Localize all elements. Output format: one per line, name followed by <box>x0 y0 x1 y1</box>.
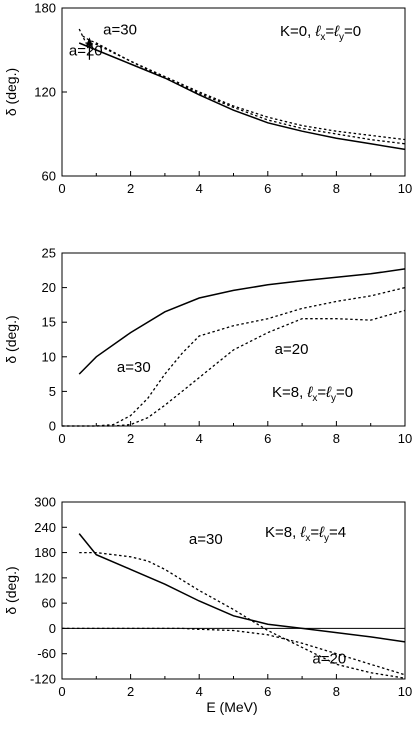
annotation-eq: = <box>310 524 319 541</box>
y-tick-label: 5 <box>49 384 56 399</box>
y-tick-label: 0 <box>49 419 56 434</box>
annotation-eq: = <box>325 23 334 40</box>
curve-label: a=20 <box>312 650 346 667</box>
y-tick-label: 120 <box>34 85 56 100</box>
y-tick-label: 0 <box>49 621 56 636</box>
annotation-label: K=8, <box>265 524 300 541</box>
panel-annotation: K=8, ℓx=ℓy=0 <box>272 384 353 404</box>
panel-k8-lx4-ly4: 0 2 4 6 8 10 -120 -60 0 60 120 180 240 300 δ (deg.) a=3… <box>3 495 412 700</box>
x-tick-label: 2 <box>127 431 134 446</box>
panel-annotation: K=8, ℓx=ℓy=4 <box>265 524 346 544</box>
series-line-0 <box>78 42 406 151</box>
x-tick-label: 0 <box>58 181 65 196</box>
x-tick-label: 4 <box>196 431 203 446</box>
annotation-ly: ℓ <box>318 524 325 541</box>
annotation-ly: ℓ <box>333 23 340 40</box>
y-tick-label: 60 <box>42 169 56 184</box>
x-tick-label: 10 <box>398 684 412 699</box>
series-line-1 <box>79 551 406 679</box>
y-tick-label: 180 <box>34 1 56 16</box>
x-axis-label: E (MeV) <box>206 699 257 715</box>
x-tick-label: 4 <box>196 181 203 196</box>
annotation-lx: ℓ <box>299 524 306 541</box>
annotation-lx: ℓ <box>306 384 313 401</box>
y-tick-label: 25 <box>42 246 56 261</box>
x-tick-label: 2 <box>127 684 134 699</box>
series-line-0 <box>78 268 406 375</box>
y-axis-label: δ (deg.) <box>3 566 19 614</box>
x-tick-label: 4 <box>196 684 203 699</box>
annotation-value: =0 <box>344 23 361 40</box>
y-axis-label: δ (deg.) <box>3 315 19 363</box>
x-tick-label: 0 <box>58 684 65 699</box>
panel-k0-lx0-ly0: 0 2 4 6 8 10 60 120 180 δ (deg.) a=30a=20 K=0, ℓx=ℓ… <box>3 1 412 197</box>
x-tick-label: 10 <box>398 431 412 446</box>
y-tick-label: -60 <box>37 646 56 661</box>
series-line-2 <box>62 627 406 676</box>
annotation-lx-sub: x <box>320 32 325 43</box>
annotation-lx-sub: x <box>312 393 317 404</box>
series-line-2 <box>62 309 406 427</box>
panel-k8-lx0-ly0: 0 2 4 6 8 10 0 5 10 15 20 25 δ (deg.) a=30 a=20 K=8, ℓx… <box>3 246 412 447</box>
curve-label: a=20 <box>275 341 309 358</box>
y-tick-label: 120 <box>34 570 56 585</box>
x-tick-label: 6 <box>264 431 271 446</box>
curve-label: a=30 <box>189 531 223 548</box>
annotation-label: K=0, <box>280 23 315 40</box>
y-tick-label: 240 <box>34 520 56 535</box>
y-axis-label: δ (deg.) <box>3 68 19 116</box>
plot-frame <box>61 501 406 680</box>
y-tick-label: 300 <box>34 495 56 510</box>
series-line-0 <box>78 533 406 643</box>
y-tick-label: 15 <box>42 315 56 330</box>
series-line-1 <box>78 28 406 145</box>
annotation-eq: = <box>317 384 326 401</box>
annotation-ly: ℓ <box>325 384 332 401</box>
annotation-lx-sub: x <box>305 533 310 544</box>
x-tick-label: 6 <box>264 684 271 699</box>
annotation-lx: ℓ <box>314 23 321 40</box>
y-tick-label: 10 <box>42 349 56 364</box>
annotation-ly-sub: y <box>331 393 336 404</box>
x-tick-label: 8 <box>333 684 340 699</box>
x-tick-label: 2 <box>127 181 134 196</box>
a20-arrow-head <box>85 37 93 46</box>
curve-label: a=20 <box>69 43 103 60</box>
annotation-value: =0 <box>336 384 353 401</box>
annotation-value: =4 <box>329 524 346 541</box>
annotation-label: K=8, <box>272 384 307 401</box>
curve-label: a=30 <box>117 359 151 376</box>
x-tick-label: 0 <box>58 431 65 446</box>
x-tick-label: 10 <box>398 181 412 196</box>
x-tick-label: 8 <box>333 431 340 446</box>
y-tick-label: -120 <box>30 672 56 687</box>
series-line-1 <box>62 286 406 427</box>
plot-frame <box>61 252 406 427</box>
y-tick-label: 60 <box>42 596 56 611</box>
series-line-2 <box>82 35 406 141</box>
x-tick-label: 6 <box>264 181 271 196</box>
x-tick-label: 8 <box>333 181 340 196</box>
annotation-ly-sub: y <box>339 32 344 43</box>
y-tick-label: 20 <box>42 280 56 295</box>
curve-label: a=30 <box>103 22 137 39</box>
annotation-ly-sub: y <box>324 533 329 544</box>
y-tick-label: 180 <box>34 545 56 560</box>
panel-annotation: K=0, ℓx=ℓy=0 <box>280 23 361 43</box>
